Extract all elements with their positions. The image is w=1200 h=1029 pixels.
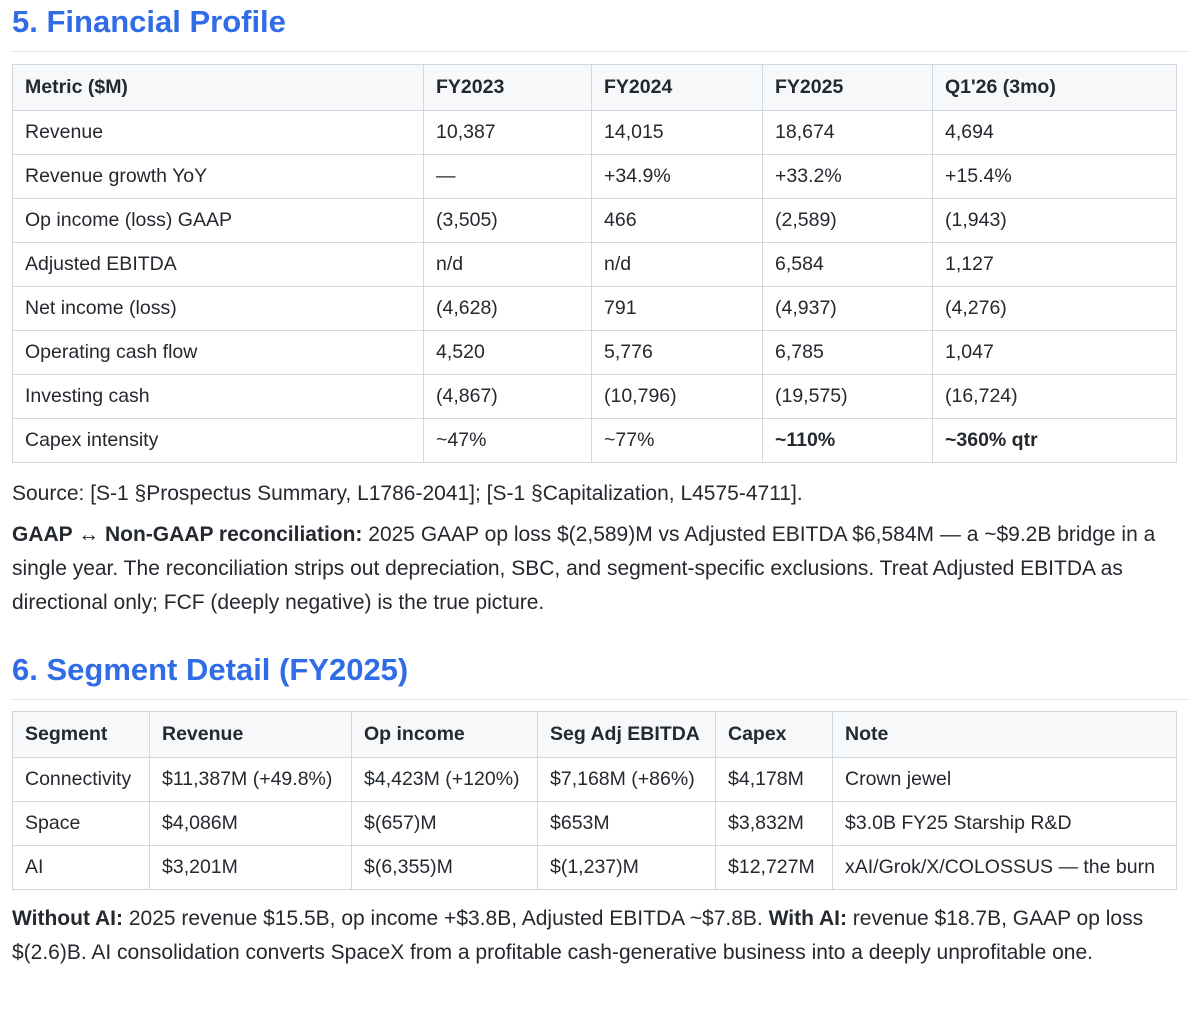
table-row: AI $3,201M $(6,355)M $(1,237)M $12,727M … <box>12 845 1177 890</box>
table-row: Adjusted EBITDA n/d n/d 6,584 1,127 <box>12 242 1177 287</box>
column-header: FY2024 <box>591 64 763 111</box>
financial-profile-heading: 5. Financial Profile <box>12 2 1188 52</box>
column-header: Segment <box>12 711 150 758</box>
table-cell: 1,047 <box>932 330 1177 375</box>
table-cell: $4,178M <box>715 757 833 802</box>
table-cell: +34.9% <box>591 154 763 199</box>
table-cell: 18,674 <box>762 110 933 155</box>
table-cell: $4,086M <box>149 801 352 846</box>
table-cell: 466 <box>591 198 763 243</box>
table-cell: $(6,355)M <box>351 845 538 890</box>
table-cell: 6,785 <box>762 330 933 375</box>
table-header-row: Segment Revenue Op income Seg Adj EBITDA… <box>12 711 1177 758</box>
table-header-row: Metric ($M) FY2023 FY2024 FY2025 Q1'26 (… <box>12 64 1177 111</box>
table-row: Operating cash flow 4,520 5,776 6,785 1,… <box>12 330 1177 375</box>
table-cell: Revenue growth YoY <box>12 154 424 199</box>
table-cell: 6,584 <box>762 242 933 287</box>
table-cell: $3,832M <box>715 801 833 846</box>
table-cell: (4,276) <box>932 286 1177 331</box>
table-cell: Space <box>12 801 150 846</box>
table-cell: $3,201M <box>149 845 352 890</box>
table-cell: Operating cash flow <box>12 330 424 375</box>
with-ai-label: With AI: <box>768 907 847 930</box>
table-row: Op income (loss) GAAP (3,505) 466 (2,589… <box>12 198 1177 243</box>
table-cell: (3,505) <box>423 198 592 243</box>
table-cell: +15.4% <box>932 154 1177 199</box>
table-cell: 1,127 <box>932 242 1177 287</box>
table-cell: 10,387 <box>423 110 592 155</box>
table-cell: Op income (loss) GAAP <box>12 198 424 243</box>
table-cell: (10,796) <box>591 374 763 419</box>
table-cell: $12,727M <box>715 845 833 890</box>
table-row: Investing cash (4,867) (10,796) (19,575)… <box>12 374 1177 419</box>
table-cell: Net income (loss) <box>12 286 424 331</box>
table-cell: Revenue <box>12 110 424 155</box>
table-cell: ~77% <box>591 418 763 463</box>
table-cell: ~47% <box>423 418 592 463</box>
segment-section: 6. Segment Detail (FY2025) Segment Reven… <box>12 650 1188 970</box>
table-row: Space $4,086M $(657)M $653M $3,832M $3.0… <box>12 801 1177 846</box>
table-cell: Crown jewel <box>832 757 1177 802</box>
column-header: Capex <box>715 711 833 758</box>
table-cell: $7,168M (+86%) <box>537 757 716 802</box>
column-header: Seg Adj EBITDA <box>537 711 716 758</box>
without-ai-text: 2025 revenue $15.5B, op income +$3.8B, A… <box>123 907 769 930</box>
table-cell: $653M <box>537 801 716 846</box>
table-cell: +33.2% <box>762 154 933 199</box>
table-cell: AI <box>12 845 150 890</box>
table-cell-emphasis: ~360% qtr <box>932 418 1177 463</box>
table-cell: Capex intensity <box>12 418 424 463</box>
table-row: Net income (loss) (4,628) 791 (4,937) (4… <box>12 286 1177 331</box>
table-cell: 4,520 <box>423 330 592 375</box>
segment-detail-heading: 6. Segment Detail (FY2025) <box>12 650 1188 700</box>
table-cell: Investing cash <box>12 374 424 419</box>
table-row: Revenue growth YoY — +34.9% +33.2% +15.4… <box>12 154 1177 199</box>
column-header: Q1'26 (3mo) <box>932 64 1177 111</box>
reconciliation-paragraph: GAAP ↔ Non-GAAP reconciliation: 2025 GAA… <box>12 518 1188 620</box>
table-row: Revenue 10,387 14,015 18,674 4,694 <box>12 110 1177 155</box>
reconciliation-text: 2025 GAAP op loss $(2,589)M vs Adjusted … <box>12 523 1156 614</box>
table-row: Capex intensity ~47% ~77% ~110% ~360% qt… <box>12 418 1177 463</box>
table-cell-emphasis: ~110% <box>762 418 933 463</box>
table-cell: $4,423M (+120%) <box>351 757 538 802</box>
table-cell: Adjusted EBITDA <box>12 242 424 287</box>
table-cell: (4,628) <box>423 286 592 331</box>
table-cell: — <box>423 154 592 199</box>
column-header: Revenue <box>149 711 352 758</box>
table-cell: 5,776 <box>591 330 763 375</box>
table-cell: $3.0B FY25 Starship R&D <box>832 801 1177 846</box>
table-cell: (4,937) <box>762 286 933 331</box>
table-cell: n/d <box>591 242 763 287</box>
table-cell: (1,943) <box>932 198 1177 243</box>
column-header: FY2025 <box>762 64 933 111</box>
table-cell: (16,724) <box>932 374 1177 419</box>
table-cell: 14,015 <box>591 110 763 155</box>
table-cell: $(657)M <box>351 801 538 846</box>
financial-table: Metric ($M) FY2023 FY2024 FY2025 Q1'26 (… <box>12 64 1177 463</box>
table-cell: (4,867) <box>423 374 592 419</box>
column-header: Note <box>832 711 1177 758</box>
column-header: FY2023 <box>423 64 592 111</box>
table-cell: 791 <box>591 286 763 331</box>
segment-table: Segment Revenue Op income Seg Adj EBITDA… <box>12 711 1177 890</box>
reconciliation-label: GAAP ↔ Non-GAAP reconciliation: <box>12 523 363 546</box>
table-cell: n/d <box>423 242 592 287</box>
table-row: Connectivity $11,387M (+49.8%) $4,423M (… <box>12 757 1177 802</box>
column-header: Metric ($M) <box>12 64 424 111</box>
table-cell: xAI/Grok/X/COLOSSUS — the burn <box>832 845 1177 890</box>
without-ai-label: Without AI: <box>12 907 123 930</box>
table-cell: $11,387M (+49.8%) <box>149 757 352 802</box>
table-cell: (2,589) <box>762 198 933 243</box>
column-header: Op income <box>351 711 538 758</box>
table-cell: $(1,237)M <box>537 845 716 890</box>
table-cell: (19,575) <box>762 374 933 419</box>
with-ai-text: revenue $18.7B, GAAP op loss $(2.6)B. AI… <box>12 907 1144 964</box>
table-cell: Connectivity <box>12 757 150 802</box>
source-note: Source: [S-1 §Prospectus Summary, L1786-… <box>12 482 803 505</box>
ai-impact-paragraph: Without AI: 2025 revenue $15.5B, op inco… <box>12 902 1188 970</box>
table-cell: 4,694 <box>932 110 1177 155</box>
